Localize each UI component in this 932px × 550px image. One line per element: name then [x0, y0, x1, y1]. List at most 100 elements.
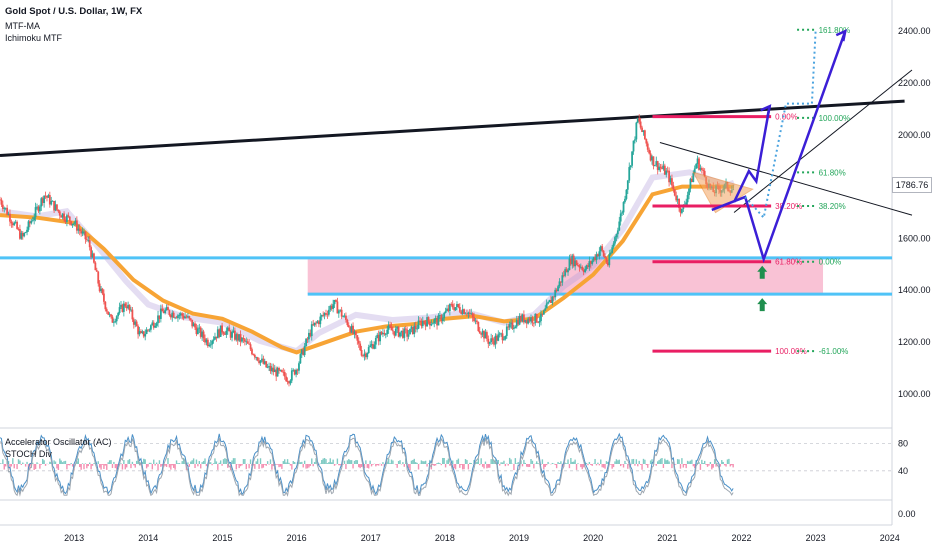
candle-body [232, 330, 235, 333]
oscillator-histogram-bar [647, 464, 649, 468]
candle-body [571, 255, 574, 265]
candle-body [159, 308, 162, 319]
oscillator-histogram-bar [39, 464, 41, 469]
fib-level-label: 100.00% [775, 347, 807, 356]
current-price-tag: 1786.76 [892, 177, 932, 193]
candle-body [191, 319, 194, 327]
indicator-label-accelerator[interactable]: Accelerator Oscillator (AC) [5, 437, 112, 447]
oscillator-histogram-bar [500, 462, 502, 464]
oscillator-histogram-bar [635, 459, 638, 464]
candle-body [450, 304, 453, 305]
candle-body [355, 331, 357, 336]
candle-body [172, 312, 175, 318]
candle-body [104, 301, 107, 310]
oscillator-histogram-bar [98, 464, 101, 468]
candle-body [457, 304, 460, 308]
oscillator-histogram-bar [426, 464, 428, 467]
candle-body [83, 231, 85, 233]
indicator-label-mtf-ma[interactable]: MTF-MA [5, 21, 40, 31]
oscillator-histogram-bar [212, 463, 215, 464]
candle-body [155, 323, 158, 326]
oscillator-histogram-bar [651, 459, 653, 464]
oscillator-histogram-bar [463, 464, 465, 470]
oscillator-histogram-bar [433, 464, 435, 466]
oscillator-histogram-bar [565, 463, 568, 464]
candle-body [481, 330, 484, 335]
candle-body [161, 308, 164, 312]
oscillator-histogram-bar [536, 461, 538, 464]
oscillator-histogram-bar [346, 460, 349, 464]
oscillator-histogram-bar [631, 459, 633, 464]
oscillator-histogram-bar [432, 464, 434, 466]
oscillator-histogram-bar [629, 464, 632, 466]
candle-body [34, 207, 37, 218]
candle-body [527, 318, 530, 324]
candle-body [67, 215, 70, 217]
oscillator-histogram-bar [104, 464, 107, 466]
candle-body [188, 316, 191, 319]
indicator-label-stoch[interactable]: STOCH Div [5, 449, 52, 459]
candle-body [582, 269, 585, 273]
oscillator-histogram-bar [22, 462, 24, 464]
candle-body [534, 313, 537, 324]
candle-body [144, 333, 147, 337]
candle-body [158, 315, 161, 319]
candle-body [23, 232, 26, 237]
oscillator-histogram-bar [93, 463, 95, 464]
candle-body [71, 223, 74, 226]
candle-body [275, 369, 278, 377]
oscillator-histogram-bar [440, 464, 443, 466]
candle-body [635, 122, 638, 140]
candle-body [611, 247, 614, 253]
oscillator-histogram-bar [618, 459, 620, 464]
oscillator-histogram-bar [345, 464, 347, 470]
oscillator-histogram-bar [218, 462, 220, 464]
candle-body [356, 335, 359, 341]
oscillator-histogram-bar [668, 461, 670, 464]
candle-body [189, 318, 192, 320]
oscillator-histogram-bar [0, 463, 1, 464]
price-axis-tick: 2200.00 [898, 78, 931, 88]
candle-body [231, 332, 233, 338]
candle-body [330, 305, 333, 309]
candle-body [598, 251, 601, 257]
candle-body [604, 255, 606, 258]
candle-body [271, 367, 273, 372]
oscillator-histogram-bar [625, 463, 628, 464]
candle-body [98, 283, 101, 292]
trendline [659, 142, 913, 216]
candle-body [292, 369, 295, 371]
oscillator-histogram-bar [453, 464, 455, 469]
candle-body [181, 313, 184, 316]
candle-body [229, 331, 232, 338]
candle-body [419, 320, 421, 322]
oscillator-histogram-bar [530, 459, 532, 464]
candle-body [151, 322, 154, 326]
oscillator-histogram-bar [262, 464, 265, 468]
candle-body [458, 307, 461, 312]
oscillator-histogram-bar [467, 464, 470, 470]
oscillator-histogram-bar [160, 464, 162, 467]
oscillator-histogram-bar [605, 461, 608, 464]
candle-body [296, 369, 299, 371]
candle-body [303, 346, 306, 356]
oscillator-histogram-bar [410, 460, 413, 464]
candle-body [562, 275, 565, 277]
candle-body [111, 316, 114, 323]
indicator-label-ichimoku[interactable]: Ichimoku MTF [5, 33, 63, 43]
oscillator-histogram-bar [665, 460, 667, 464]
oscillator-histogram-bar [178, 463, 181, 464]
candle-body [532, 322, 535, 324]
oscillator-histogram-bar [725, 464, 727, 467]
oscillator-histogram-bar [293, 462, 296, 464]
candle-body [588, 261, 591, 268]
oscillator-histogram-bar [533, 464, 535, 469]
oscillator-histogram-bar [564, 462, 566, 464]
candle-body [681, 208, 683, 213]
symbol-title[interactable]: Gold Spot / U.S. Dollar, 1W, FX [5, 6, 143, 17]
candle-body [404, 328, 407, 330]
oscillator-histogram-bar [9, 464, 11, 470]
candle-body [329, 305, 332, 310]
oscillator-histogram-bar [567, 459, 569, 464]
